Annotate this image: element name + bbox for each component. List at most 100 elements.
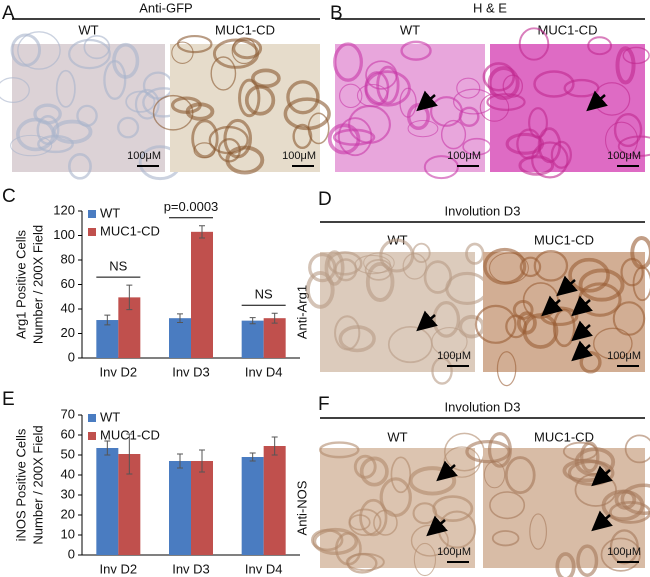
- panel-letter: C: [2, 186, 16, 207]
- legend-swatch: [88, 228, 96, 236]
- tissue-structure: [593, 327, 633, 360]
- micrograph: [474, 236, 650, 387]
- tissue-structure: [624, 434, 650, 464]
- tissue-structure: [359, 498, 388, 537]
- legend-swatch: [88, 432, 96, 440]
- x-tick-label: Inv D3: [172, 364, 210, 379]
- tissue-structure: [487, 432, 512, 468]
- tissue-structure: [620, 257, 644, 287]
- error-bar: [271, 436, 278, 456]
- bar: [96, 320, 119, 358]
- panel-title: H & E: [473, 0, 507, 15]
- tissue-structure: [318, 441, 360, 459]
- y-tick-label: 60: [61, 426, 75, 441]
- panel-letter: E: [2, 389, 15, 410]
- tissue-structure: [134, 88, 160, 120]
- scale-bar-label: 100μM: [127, 150, 161, 162]
- y-tick-label: 100: [53, 227, 75, 242]
- legend-label: MUC1-CD: [100, 427, 160, 442]
- scale-bar-label: 100μM: [437, 350, 471, 362]
- tissue-structure: [348, 514, 371, 531]
- tissue-structure: [379, 477, 412, 518]
- panel-letter: D: [318, 189, 332, 210]
- tissue-structure: [580, 441, 600, 473]
- y-tick-label: 0: [68, 546, 75, 561]
- y-tick-label: 30: [61, 486, 75, 501]
- tissue-structure: [487, 66, 520, 101]
- scale-bar-label: 100μM: [607, 546, 641, 558]
- x-tick-label: Inv D4: [245, 364, 283, 379]
- tissue-structure: [365, 261, 395, 302]
- tissue-structure: [432, 495, 474, 522]
- tissue-structure: [0, 77, 30, 103]
- micrograph: [0, 31, 185, 181]
- tissue-structure: [185, 102, 215, 121]
- y-tick-label: 0: [68, 349, 75, 364]
- tissue-structure: [613, 112, 643, 148]
- arrow: [571, 340, 593, 362]
- y-axis-label: Arg1 Positive Cells: [13, 229, 28, 339]
- arrow: [591, 510, 613, 532]
- bar: [96, 448, 119, 555]
- tissue-structure: [431, 326, 468, 357]
- y-tick-label: 40: [61, 466, 75, 481]
- scale-bar-label: 100μM: [607, 350, 641, 362]
- tissue-structure: [502, 74, 524, 98]
- bar: [263, 446, 286, 555]
- bar: [169, 318, 191, 358]
- micrograph: [152, 34, 331, 175]
- tissue-structure: [307, 112, 330, 145]
- arrow: [416, 90, 438, 112]
- tissue-structure: [332, 128, 376, 146]
- panel-title: Anti-GFP: [139, 0, 192, 15]
- legend-swatch: [88, 210, 96, 218]
- tissue-structure: [324, 250, 345, 286]
- tissue-structure: [431, 357, 453, 385]
- tissue-structure: [537, 127, 562, 164]
- scale-bar-label: 100μM: [437, 546, 471, 558]
- tissue-structure: [217, 138, 241, 163]
- arrow: [436, 460, 458, 482]
- y-axis-label: iNOS Positive Cells: [13, 428, 28, 541]
- tissue-structure: [359, 456, 389, 487]
- error-bar: [177, 453, 183, 469]
- tissue-structure: [456, 77, 481, 99]
- arrow: [571, 320, 593, 342]
- y-tick-label: 20: [61, 325, 75, 340]
- tissue-structure: [402, 252, 427, 280]
- y-axis-label: Number / 200X Field: [30, 225, 45, 344]
- tissue-structure: [238, 78, 261, 118]
- tissue-structure: [339, 83, 363, 109]
- arrow: [571, 295, 593, 317]
- micrograph: [327, 40, 495, 180]
- tissue-structure: [622, 46, 650, 65]
- error-bar: [126, 284, 133, 311]
- y-tick-label: 60: [61, 276, 75, 291]
- tissue-structure: [563, 78, 600, 98]
- tissue-structure: [407, 119, 439, 138]
- tissue-structure: [327, 251, 363, 276]
- panel-letter: A: [2, 3, 15, 24]
- tissue-structure: [519, 256, 542, 278]
- tissue-structure: [531, 141, 569, 179]
- tissue-structure: [286, 80, 320, 115]
- row-label: Anti-NOS: [294, 480, 309, 535]
- tissue-structure: [412, 502, 438, 525]
- tissue-structure: [496, 351, 517, 387]
- legend-swatch: [88, 414, 96, 422]
- tissue-structure: [423, 155, 459, 180]
- tissue-structure: [400, 40, 432, 61]
- tissue-structure: [529, 513, 547, 550]
- tissue-structure: [338, 325, 376, 353]
- tissue-structure: [518, 27, 550, 61]
- legend-label: WT: [100, 205, 120, 220]
- tissue-structure: [55, 69, 76, 108]
- tissue-structure: [617, 135, 650, 157]
- tissue-structure: [518, 155, 555, 176]
- legend-label: MUC1-CD: [100, 223, 160, 238]
- tissue-structure: [516, 311, 537, 335]
- tissue-structure: [620, 483, 650, 516]
- tissue-structure: [390, 456, 412, 494]
- arrow: [556, 275, 578, 297]
- error-bar: [104, 440, 111, 456]
